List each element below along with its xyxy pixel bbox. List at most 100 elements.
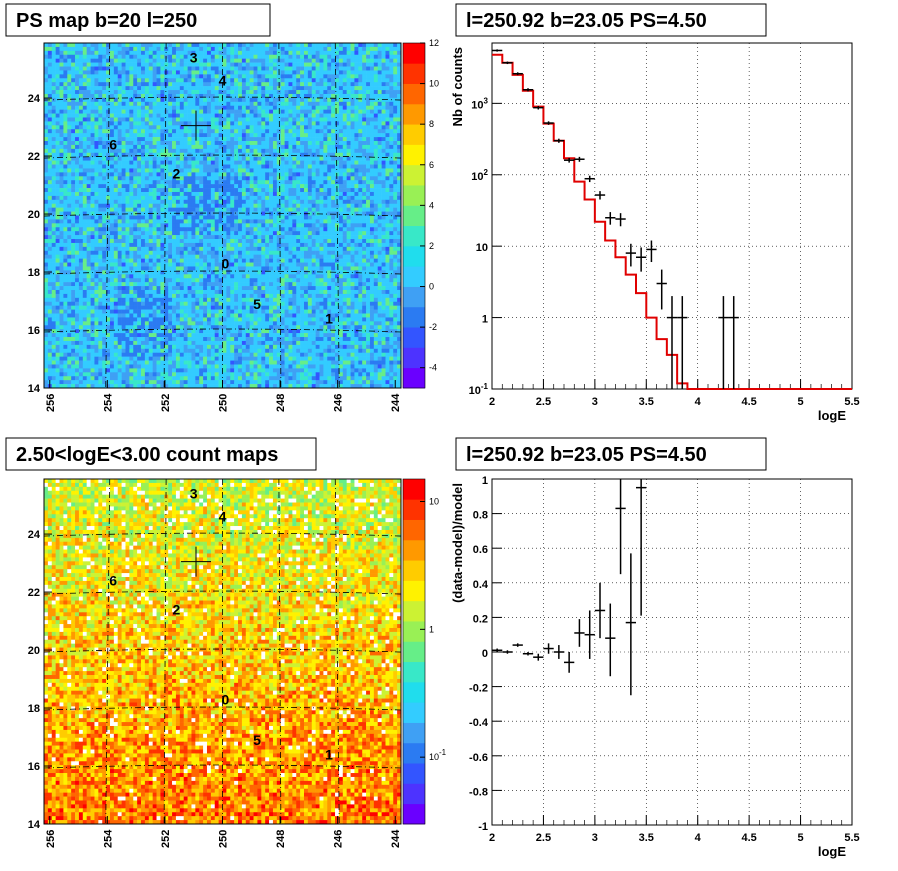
map-pixel [327, 97, 332, 103]
map-pixel [381, 144, 386, 150]
map-pixel [241, 78, 247, 83]
map-pixel [342, 97, 347, 103]
map-pixel [82, 54, 87, 59]
map-pixel [67, 156, 72, 161]
map-pixel [269, 219, 274, 224]
map-pixel [265, 78, 270, 83]
map-pixel [241, 191, 247, 197]
map-pixel [338, 219, 344, 224]
map-pixel [183, 156, 188, 161]
map-pixel [331, 215, 336, 220]
map-pixel [346, 121, 351, 126]
map-pixel [292, 137, 297, 142]
map-pixel [156, 172, 161, 177]
map-pixel [366, 211, 371, 216]
map-pixel [214, 43, 219, 48]
map-pixel [160, 86, 165, 91]
map-pixel [331, 74, 336, 79]
map-pixel [234, 160, 239, 165]
map-pixel [160, 97, 165, 103]
map-pixel [133, 156, 138, 161]
map-pixel [327, 62, 332, 67]
map-pixel [385, 242, 390, 248]
map-pixel [78, 172, 84, 177]
map-pixel [222, 176, 227, 181]
map-pixel [323, 137, 328, 142]
map-title-text: PS map b=20 l=250 [16, 10, 197, 32]
map-pixel [296, 133, 301, 138]
map-pixel [63, 199, 68, 205]
map-pixel [102, 125, 107, 130]
map-pixel [346, 235, 351, 240]
map-pixel [373, 239, 379, 244]
map-pixel [86, 203, 91, 208]
map-pixel [102, 242, 107, 248]
map-pixel [195, 176, 200, 181]
map-pixel [269, 105, 274, 110]
map-pixel [90, 66, 95, 71]
map-pixel [265, 109, 270, 114]
map-pixel [86, 105, 91, 110]
map-pixel [109, 125, 115, 130]
map-pixel [261, 195, 266, 201]
map-pixel [346, 148, 351, 154]
map-pixel [195, 129, 200, 134]
map-pixel [272, 109, 278, 114]
map-pixel [187, 231, 192, 236]
map-pixel [129, 93, 134, 99]
map-pixel [199, 246, 204, 252]
map-pixel [354, 105, 359, 110]
map-pixel [389, 50, 394, 56]
map-pixel [141, 50, 146, 56]
map-pixel [249, 109, 254, 114]
map-pixel [106, 105, 111, 110]
map-pixel [82, 82, 87, 87]
map-pixel [160, 105, 165, 110]
map-pixel [253, 246, 258, 252]
map-pixel [117, 227, 122, 232]
map-pixel [288, 223, 293, 228]
map-pixel [160, 93, 165, 99]
map-pixel [137, 172, 142, 177]
map-pixel [342, 62, 347, 67]
map-pixel [51, 188, 56, 193]
map-pixel [206, 93, 212, 99]
map-pixel [78, 246, 84, 252]
map-pixel [385, 172, 390, 177]
map-pixel [377, 180, 382, 185]
map-pixel [164, 235, 169, 240]
map-pixel [311, 129, 316, 134]
map-pixel [203, 235, 208, 240]
map-pixel [156, 188, 161, 193]
map-pixel [327, 101, 332, 107]
map-pixel [44, 58, 49, 63]
map-pixel [210, 125, 216, 130]
map-pixel [195, 184, 200, 189]
map-pixel [269, 74, 274, 79]
map-pixel [148, 62, 153, 67]
map-pixel [59, 148, 64, 154]
map-pixel [300, 219, 305, 224]
map-pixel [397, 223, 402, 228]
map-pixel [323, 93, 328, 99]
map-pixel [199, 231, 204, 236]
map-pixel [98, 125, 103, 130]
map-pixel [292, 242, 297, 248]
map-pixel [44, 125, 49, 130]
map-pixel [346, 58, 351, 63]
map-pixel [94, 62, 99, 67]
map-pixel [168, 109, 173, 114]
map-pixel [230, 219, 235, 224]
map-pixel [172, 101, 177, 107]
map-pixel [381, 223, 386, 228]
map-pixel [214, 227, 219, 232]
map-pixel [183, 50, 188, 56]
map-pixel [144, 250, 150, 255]
map-pixel [397, 117, 402, 122]
map-pixel [195, 160, 200, 165]
map-pixel [71, 207, 76, 212]
map-pixel [218, 160, 223, 165]
map-pixel [172, 176, 177, 181]
map-pixel [121, 117, 126, 122]
map-pixel [113, 70, 119, 75]
